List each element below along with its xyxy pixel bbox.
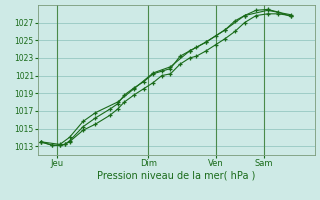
- X-axis label: Pression niveau de la mer( hPa ): Pression niveau de la mer( hPa ): [97, 171, 256, 181]
